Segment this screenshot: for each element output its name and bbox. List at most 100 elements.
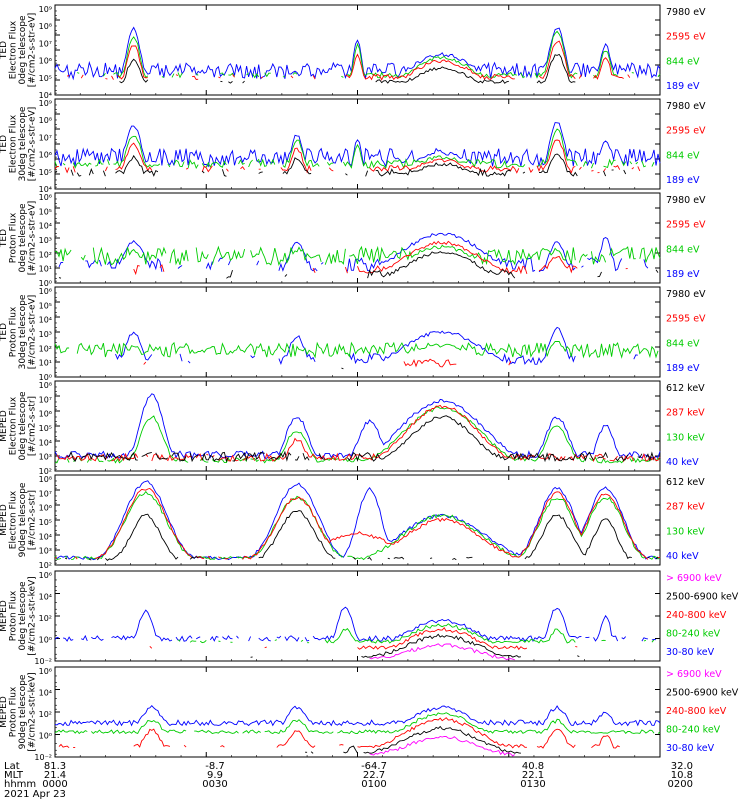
y-axis-label: [#/cm2-s-str-eV]	[28, 295, 38, 370]
y-tick-label: 10²	[39, 344, 52, 353]
legend-entry: 40 keV	[666, 457, 699, 468]
y-axis-label: Electron Flux	[9, 396, 19, 455]
footer-hhmm-0: 0000	[42, 779, 67, 790]
y-tick-label: 10⁰	[39, 636, 52, 645]
y-axis-label: [#/cm2-s-str-keV]	[28, 672, 38, 751]
y-tick-label: 10⁴	[39, 689, 52, 698]
footer-hhmm-4: 0200	[668, 779, 693, 790]
panel-6: 10⁸ 10⁷ 10⁶ 10⁵ 10⁴ 10³ 10² MEPED Electron Flux 9…	[0, 474, 705, 570]
y-axis-label: [#/cm2-s-str]	[28, 396, 38, 456]
footer-hhmm-3: 0130	[520, 779, 545, 790]
series-4-line	[58, 251, 659, 279]
y-axis-label: 90deg telescope	[18, 482, 28, 557]
panel-5: 10⁸ 10⁷ 10⁶ 10⁵ 10⁴ 10³ 10² MEPED Electron Flux 0…	[0, 380, 705, 476]
legend-entry: 2595 eV	[666, 126, 706, 137]
footer-mlt-2: 22.7	[363, 770, 385, 781]
y-tick-label: 10³	[39, 547, 52, 556]
y-tick-label: 10⁶	[39, 504, 52, 513]
footer-lat-3: 40.8	[522, 761, 544, 772]
y-tick-label: 10⁶	[39, 667, 52, 676]
legend-entry: 40 keV	[666, 551, 699, 562]
y-axis-label: MEPED	[0, 600, 9, 632]
y-axis-label: Electron Flux	[9, 114, 19, 173]
series-5-line	[370, 644, 555, 660]
legend-entry: 30-80 keV	[666, 743, 715, 754]
legend-entry: 2595 eV	[666, 32, 706, 43]
footer-lat-2: -64.7	[361, 761, 387, 772]
footer-label-hhmm: hhmm	[4, 779, 36, 790]
series-3-line	[144, 359, 646, 367]
series-1-line	[54, 122, 661, 168]
panel-4: 10⁶ 10⁵ 10⁴ 10³ 10² 10¹ 10⁰ TED Proton Flux 30deg…	[0, 286, 706, 382]
series-3-line	[56, 404, 661, 463]
legend-entry: 130 keV	[666, 432, 705, 443]
panel-3: 10⁶ 10⁵ 10⁴ 10³ 10² 10¹ 10⁰ TED Proton Flux 0deg …	[0, 192, 706, 288]
legend-entry: 7980 eV	[666, 289, 706, 300]
legend-entry: 7980 eV	[666, 7, 706, 18]
y-tick-label: 10⁷	[39, 133, 52, 142]
y-tick-label: 10⁶	[39, 287, 52, 296]
series-1-line	[54, 705, 661, 727]
y-tick-label: 10⁷	[39, 395, 52, 404]
series-1-line	[54, 26, 661, 81]
y-axis-label: Electron Flux	[9, 490, 19, 549]
y-tick-label: 10⁵	[39, 74, 52, 83]
panel-8: 10⁶ 10⁴ 10² 10⁰ 10⁻² MEPED Proton Flux 90deg te…	[0, 666, 739, 762]
series-4-line	[67, 416, 660, 461]
y-tick-label: 10⁵	[39, 518, 52, 527]
footer-lat-1: -8.7	[205, 761, 225, 772]
footer-hhmm-2: 0100	[361, 779, 386, 790]
y-axis-label: [#/cm2-s-str]	[28, 490, 38, 550]
panel-frame	[54, 474, 661, 566]
y-tick-label: 10⁵	[39, 168, 52, 177]
footer-lat-0: 81.3	[44, 761, 66, 772]
legend-entry: 189 eV	[666, 363, 700, 374]
legend-entry: > 6900 keV	[666, 573, 722, 584]
y-tick-label: 10⁰	[39, 732, 52, 741]
y-axis-label: 30deg telescope	[18, 106, 28, 181]
legend-entry: 240-800 keV	[666, 706, 727, 717]
series-4-line	[305, 727, 617, 754]
series-4-line	[64, 510, 659, 561]
y-tick-label: 10⁶	[39, 571, 52, 580]
panel-2: 10⁹ 10⁸ 10⁷ 10⁶ 10⁵ 10⁴ TED Electron Flux 30deg …	[0, 98, 706, 194]
y-tick-label: 10⁴	[39, 532, 52, 541]
y-axis-label: TED	[0, 323, 9, 342]
series-1-line	[55, 607, 660, 641]
panel-7: 10⁶ 10⁴ 10² 10⁰ 10⁻² MEPED Proton Flux 0deg tel…	[0, 570, 739, 666]
y-tick-label: 10⁷	[39, 39, 52, 48]
y-tick-label: 10³	[39, 330, 52, 339]
y-axis-label: MEPED	[0, 696, 9, 728]
legend-entry: 844 eV	[666, 56, 700, 67]
y-axis-label: TED	[0, 41, 9, 60]
y-axis-label: Electron Flux	[9, 20, 19, 79]
series-4-line	[341, 368, 656, 373]
legend-entry: 189 eV	[666, 269, 700, 280]
y-tick-label: 10⁶	[39, 410, 52, 419]
y-tick-label: 10⁶	[39, 193, 52, 202]
y-tick-label: 10¹	[39, 359, 52, 368]
series-1-line	[54, 393, 661, 460]
y-tick-label: 10⁴	[39, 593, 52, 602]
series-3-line	[59, 718, 654, 748]
series-2-line	[54, 340, 659, 359]
y-tick-label: 10²	[39, 467, 52, 476]
y-tick-label: 10⁷	[39, 489, 52, 498]
y-tick-label: 10⁰	[39, 279, 52, 288]
legend-entry: 80-240 keV	[666, 725, 721, 736]
legend-entry: 287 keV	[666, 408, 705, 419]
y-axis-label: TED	[0, 229, 9, 248]
legend-entry: 189 eV	[666, 81, 700, 92]
footer-lat-4: 32.0	[671, 761, 693, 772]
series-3-line	[133, 240, 628, 276]
legend-entry: 7980 eV	[666, 195, 706, 206]
time-axis-footer: Lat MLT hhmm 2021 Apr 23 81.3 -8.7 -64.7…	[4, 761, 693, 800]
footer-label-lat: Lat	[4, 761, 20, 772]
series-1-line	[54, 480, 660, 561]
y-axis-label: 0deg telescope	[18, 391, 28, 461]
y-tick-label: 10²	[39, 614, 52, 623]
y-tick-label: 10⁻²	[34, 753, 52, 762]
y-tick-label: 10⁴	[39, 222, 52, 231]
legend-entry: 2595 eV	[666, 220, 706, 231]
